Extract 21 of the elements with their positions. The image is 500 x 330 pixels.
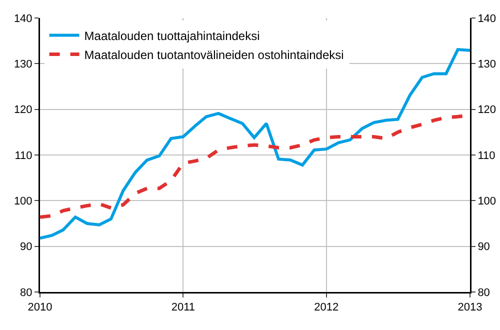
y2-tick-label: 90 bbox=[478, 241, 490, 254]
y-tick-label: 140 bbox=[14, 12, 32, 25]
x-tick-label: 2013 bbox=[458, 302, 482, 314]
y-tick-label: 120 bbox=[14, 104, 32, 116]
legend-label: Maatalouden tuotantovälineiden ostohintaindeksi bbox=[84, 48, 344, 62]
y2-tick-label: 140 bbox=[478, 12, 496, 25]
y2-tick-label: 130 bbox=[478, 58, 496, 71]
y2-tick-label: 120 bbox=[478, 104, 496, 116]
y-tick-label: 110 bbox=[14, 150, 32, 162]
y2-tick-label: 110 bbox=[478, 150, 496, 162]
y2-tick-label: 100 bbox=[478, 196, 496, 208]
y-tick-label: 130 bbox=[14, 58, 32, 71]
y-tick-label: 80 bbox=[20, 286, 32, 299]
y-tick-label: 100 bbox=[14, 196, 32, 208]
x-tick-label: 2012 bbox=[314, 302, 339, 314]
y2-tick-label: 80 bbox=[478, 286, 490, 299]
x-tick-label: 2010 bbox=[28, 302, 52, 314]
x-tick-label: 2011 bbox=[171, 302, 196, 314]
line-series bbox=[40, 48, 470, 240]
y-tick-label: 90 bbox=[20, 241, 32, 254]
legend-label: Maatalouden tuottajahintaindeksi bbox=[84, 28, 260, 43]
